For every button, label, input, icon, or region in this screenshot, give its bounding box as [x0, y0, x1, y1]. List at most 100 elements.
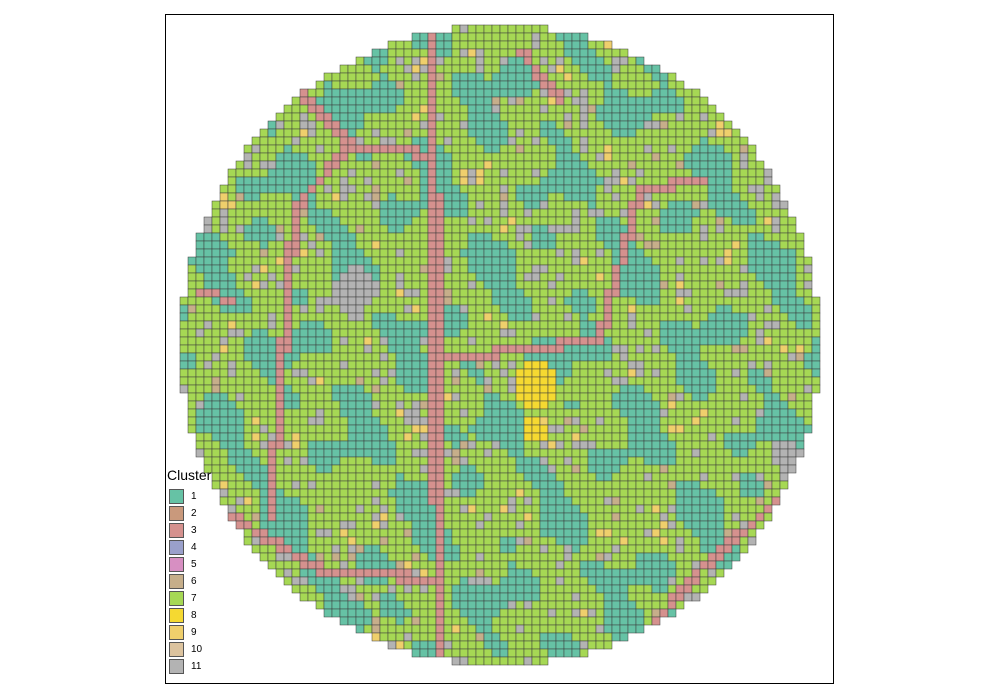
grid-cell: [723, 400, 733, 410]
grid-cell: [579, 584, 589, 594]
grid-cell: [443, 536, 453, 546]
grid-cell: [699, 448, 709, 458]
grid-cell: [379, 584, 389, 594]
grid-cell: [675, 320, 685, 330]
grid-cell: [371, 392, 381, 402]
grid-cell: [323, 120, 333, 130]
grid-cell: [363, 152, 373, 162]
grid-cell: [411, 536, 421, 546]
grid-cell: [715, 248, 725, 258]
grid-cell: [355, 416, 365, 426]
grid-cell: [187, 416, 197, 426]
grid-cell: [283, 304, 293, 314]
grid-cell: [755, 272, 765, 282]
grid-cell: [691, 392, 701, 402]
grid-cell: [451, 568, 461, 578]
grid-cell: [699, 360, 709, 370]
grid-cell: [515, 240, 525, 250]
grid-cell: [243, 152, 253, 162]
grid-cell: [491, 568, 501, 578]
grid-cell: [419, 424, 429, 434]
grid-cell: [451, 200, 461, 210]
grid-cell: [619, 240, 629, 250]
grid-cell: [299, 280, 309, 290]
grid-cell: [731, 368, 741, 378]
grid-cell: [531, 448, 541, 458]
grid-cell: [443, 424, 453, 434]
grid-cell: [763, 512, 773, 522]
grid-cell: [379, 448, 389, 458]
grid-cell: [571, 56, 581, 66]
grid-cell: [355, 400, 365, 410]
grid-cell: [483, 384, 493, 394]
grid-cell: [435, 216, 445, 226]
grid-cell: [251, 184, 261, 194]
grid-cell: [715, 112, 725, 122]
grid-cell: [643, 120, 653, 130]
grid-cell: [467, 456, 477, 466]
grid-cell: [355, 96, 365, 106]
grid-cell: [587, 152, 597, 162]
grid-cell: [283, 112, 293, 122]
grid-cell: [587, 264, 597, 274]
grid-cell: [539, 32, 549, 42]
grid-cell: [723, 152, 733, 162]
grid-cell: [395, 600, 405, 610]
grid-cell: [451, 272, 461, 282]
grid-cell: [619, 624, 629, 634]
grid-cell: [339, 200, 349, 210]
grid-cell: [459, 560, 469, 570]
grid-cell: [603, 296, 613, 306]
grid-cell: [419, 488, 429, 498]
grid-cell: [283, 184, 293, 194]
grid-cell: [315, 304, 325, 314]
grid-cell: [411, 480, 421, 490]
grid-cell: [699, 248, 709, 258]
grid-cell: [755, 464, 765, 474]
grid-cell: [363, 176, 373, 186]
grid-cell: [635, 328, 645, 338]
grid-cell: [571, 528, 581, 538]
grid-cell: [283, 208, 293, 218]
grid-cell: [587, 192, 597, 202]
grid-cell: [347, 384, 357, 394]
grid-cell: [555, 296, 565, 306]
grid-cell: [211, 264, 221, 274]
grid-cell: [683, 232, 693, 242]
grid-cell: [747, 192, 757, 202]
grid-cell: [515, 416, 525, 426]
grid-cell: [483, 88, 493, 98]
grid-cell: [291, 432, 301, 442]
grid-cell: [587, 592, 597, 602]
grid-cell: [739, 544, 749, 554]
grid-cell: [419, 560, 429, 570]
grid-cell: [675, 288, 685, 298]
grid-cell: [515, 296, 525, 306]
grid-cell: [755, 336, 765, 346]
grid-cell: [379, 392, 389, 402]
grid-cell: [347, 360, 357, 370]
grid-cell: [291, 480, 301, 490]
grid-cell: [547, 584, 557, 594]
grid-cell: [339, 136, 349, 146]
grid-cell: [379, 296, 389, 306]
grid-cell: [627, 344, 637, 354]
grid-cell: [667, 536, 677, 546]
grid-cell: [387, 312, 397, 322]
grid-cell: [627, 592, 637, 602]
grid-cell: [299, 520, 309, 530]
grid-cell: [499, 384, 509, 394]
grid-cell: [579, 328, 589, 338]
grid-cell: [467, 40, 477, 50]
grid-cell: [347, 144, 357, 154]
grid-cell: [539, 248, 549, 258]
grid-cell: [659, 432, 669, 442]
grid-cell: [403, 312, 413, 322]
grid-cell: [459, 112, 469, 122]
grid-cell: [371, 120, 381, 130]
grid-cell: [235, 248, 245, 258]
grid-cell: [571, 408, 581, 418]
grid-cell: [531, 352, 541, 362]
grid-cell: [555, 472, 565, 482]
grid-cell: [475, 568, 485, 578]
